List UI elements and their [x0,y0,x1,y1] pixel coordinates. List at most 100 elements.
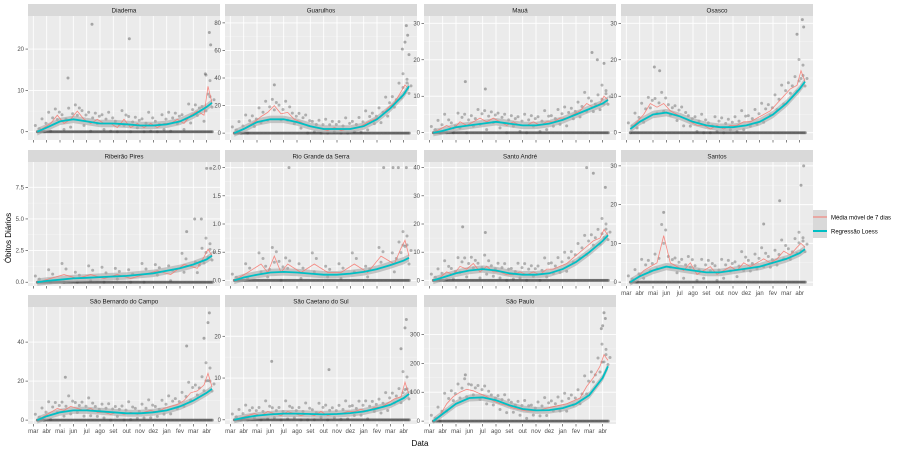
point [64,130,68,134]
point [516,115,520,119]
point [716,131,720,135]
point [308,119,312,123]
point [540,131,544,135]
point [143,130,147,134]
point [131,280,135,284]
point [102,280,106,284]
panel-strip [424,150,616,162]
point [549,114,553,118]
point [182,128,186,132]
point [695,278,699,282]
point [487,389,491,393]
point [545,413,549,417]
point [523,278,527,282]
point [452,278,456,282]
point [298,131,302,135]
point [206,130,210,134]
point [198,130,202,134]
y-tick-label: 2.0 [213,166,222,172]
point [400,278,404,282]
point [473,258,477,262]
point [298,278,302,282]
point [704,263,708,267]
point [488,278,492,282]
point [802,164,806,168]
point [324,403,328,407]
point [182,270,186,274]
point [733,115,737,119]
point [768,131,772,135]
point [155,280,159,284]
point [203,280,207,284]
point [523,262,527,266]
y-tick-label: 0 [614,280,618,286]
point [384,391,388,395]
point [407,91,411,95]
point [765,131,769,135]
panel-strip [225,4,417,16]
point [191,280,195,284]
point [652,65,656,69]
point [399,278,403,282]
point [399,251,403,255]
point [277,259,281,263]
point [720,131,724,135]
point [208,247,212,251]
point [370,399,374,403]
point [547,131,551,135]
x-tick-label: nov [531,429,541,435]
point [460,386,464,390]
point [543,278,547,282]
point [122,280,126,284]
point [133,115,137,119]
x-tick-label: nov [332,429,342,435]
point [551,131,555,135]
point [650,98,654,102]
point [593,236,597,240]
point [762,222,766,226]
point [402,278,406,282]
point [193,103,197,107]
point [151,280,155,284]
point [361,131,365,135]
x-tick-label: jun [464,429,473,435]
point [88,280,92,284]
point [79,130,83,134]
point [84,130,88,134]
point [256,131,260,135]
point [114,130,118,134]
point [123,130,127,134]
panel-strip [225,150,417,162]
point [606,131,610,135]
point [632,131,636,135]
x-tick-label: mar [385,429,395,435]
point [692,131,696,135]
point [169,279,173,283]
point [469,114,473,118]
point [469,255,473,259]
point [204,130,208,134]
point [735,275,739,279]
point [707,131,711,135]
point [372,278,376,282]
x-tick-label: abr [42,429,51,435]
point [135,130,139,134]
point [391,166,395,170]
y-tick-label: 0 [21,130,25,136]
point [491,278,495,282]
y-tick-label: 10 [413,94,420,100]
point [127,400,131,404]
point [284,99,288,103]
point [319,131,323,135]
point [509,267,513,271]
point [376,278,380,282]
point [250,406,254,410]
point [99,130,103,134]
point [388,278,392,282]
point [504,278,508,282]
point [103,280,107,284]
point [545,278,549,282]
point [381,250,385,254]
point [135,280,139,284]
point [93,111,97,115]
